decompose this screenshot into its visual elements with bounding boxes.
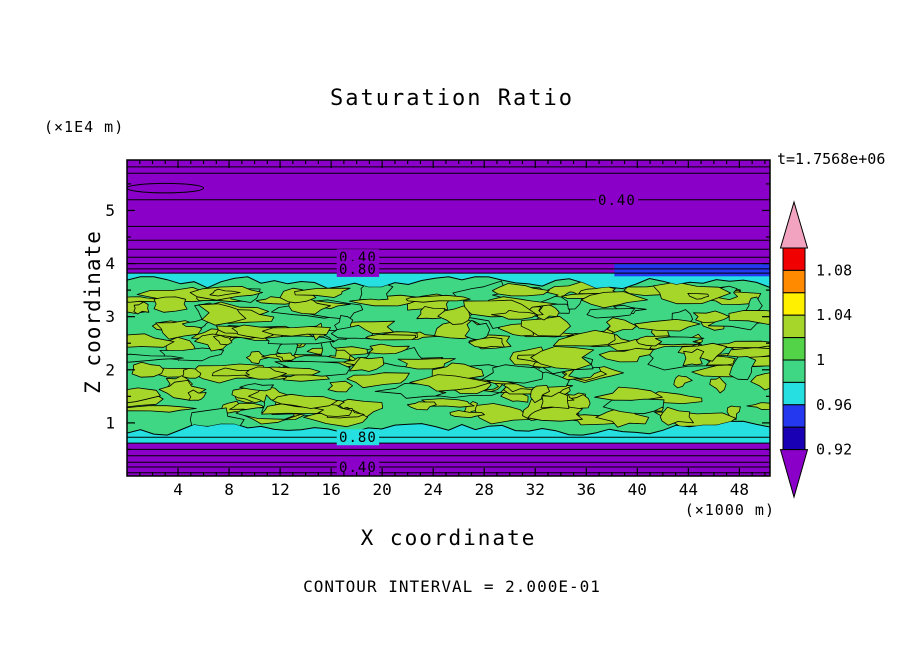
x-tick-label: 28 (475, 480, 494, 499)
colorbar-segment (782, 269, 806, 294)
time-label: t=1.7568e+06 (777, 150, 886, 168)
x-axis-unit-label: (×1000 m) (684, 501, 775, 519)
x-tick-label: 8 (224, 480, 234, 499)
colorbar-arrow-bottom (779, 449, 809, 499)
y-axis-unit-label: (×1E4 m) (44, 118, 125, 136)
y-tick-label: 3 (105, 307, 115, 326)
colorbar-segment (782, 381, 806, 406)
colorbar-segment (782, 426, 806, 451)
contour-label: 0.40 (339, 460, 377, 476)
contour-labels: 0.400.400.800.800.40 (336, 191, 639, 476)
page-title: Saturation Ratio (330, 86, 574, 111)
y-tick-label: 5 (105, 201, 115, 220)
contour-label: 0.40 (598, 193, 636, 209)
y-tick-label: 1 (105, 413, 115, 432)
colorbar-arrow-top (779, 200, 809, 249)
y-axis-title: Z coordinate (81, 230, 105, 394)
colorbar-segment (782, 292, 806, 316)
colorbar-segment (782, 337, 806, 361)
y-tick-label: 4 (105, 254, 115, 273)
contour-interval-label: CONTOUR INTERVAL = 2.000E-01 (303, 577, 601, 596)
colorbar: 1.08 1.04 1 0.96 0.92 (779, 200, 852, 499)
colorbar-segment (782, 247, 806, 271)
x-tick-label: 16 (321, 480, 340, 499)
contour-label: 0.80 (339, 430, 377, 446)
colorbar-label: 1 (816, 351, 825, 369)
colorbar-label: 1.04 (816, 306, 852, 324)
colorbar-segment (782, 314, 806, 339)
x-tick-label: 36 (577, 480, 596, 499)
x-tick-label: 32 (526, 480, 545, 499)
colorbar-segment (782, 404, 806, 428)
colorbar-segment (782, 359, 806, 383)
y-tick-label: 2 (105, 360, 115, 379)
x-tick-label: 40 (628, 480, 647, 499)
x-tick-label: 48 (730, 480, 749, 499)
x-tick-label: 44 (679, 480, 698, 499)
x-tick-label: 4 (173, 480, 183, 499)
speckle-blobs (127, 280, 770, 429)
colorbar-label: 0.96 (816, 396, 852, 414)
x-tick-label: 20 (373, 480, 392, 499)
plot-frame (126, 159, 771, 477)
blue-patch (614, 263, 770, 277)
contour-label: 0.80 (339, 262, 377, 278)
x-tick-label: 24 (424, 480, 443, 499)
contour-lines (126, 166, 770, 474)
colorbar-label: 0.92 (816, 441, 852, 459)
colorbar-label: 1.08 (816, 261, 852, 279)
x-axis-title: X coordinate (360, 526, 537, 550)
x-tick-label: 12 (270, 480, 289, 499)
